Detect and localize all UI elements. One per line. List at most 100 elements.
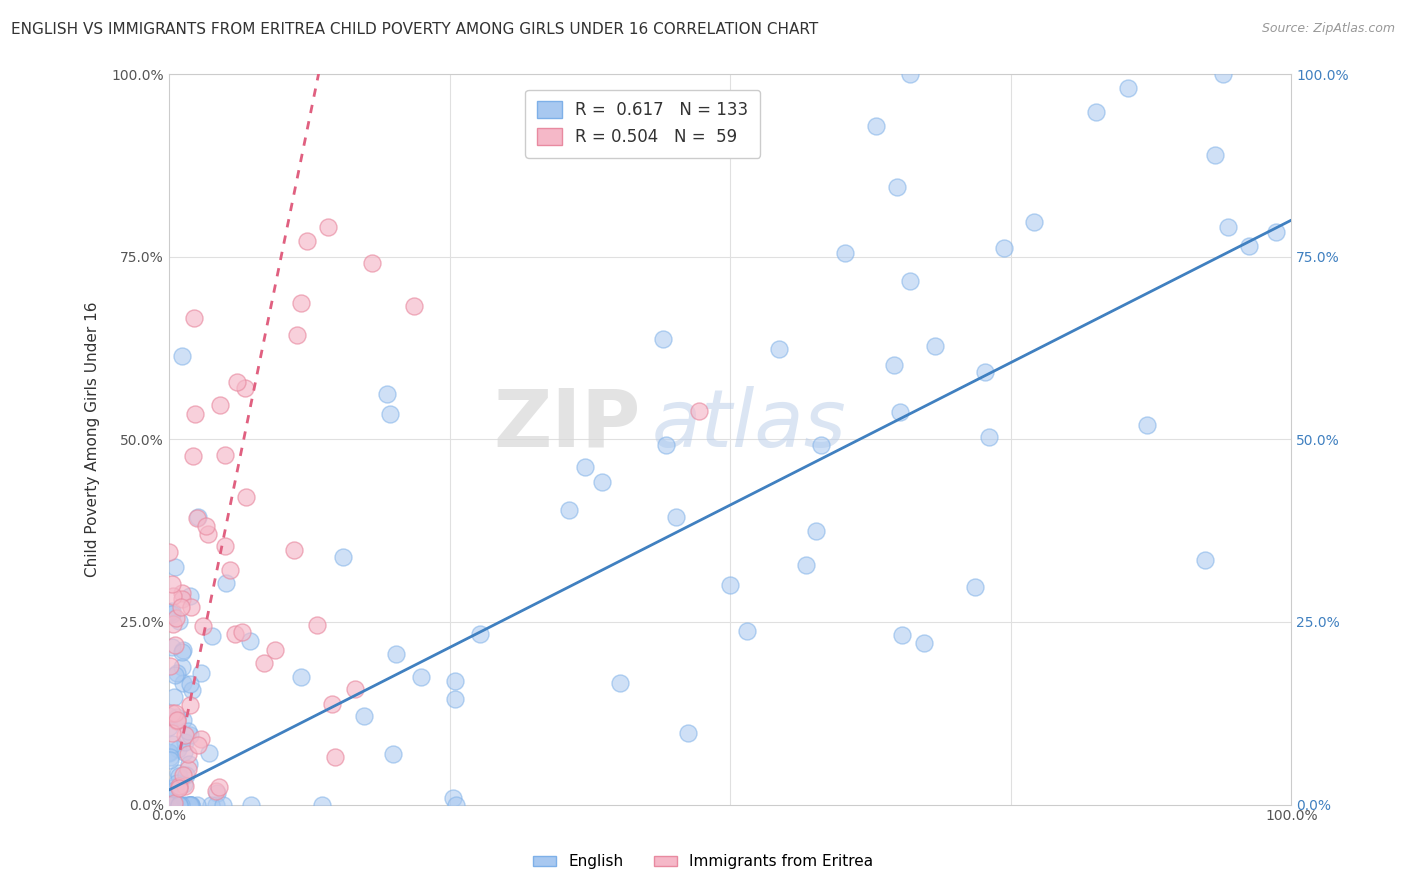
Point	[180, 600, 202, 615]
Point	[167, 797, 190, 812]
Point	[993, 241, 1015, 255]
Point	[912, 636, 935, 650]
Point	[165, 638, 187, 652]
Point	[444, 797, 467, 812]
Point	[1237, 239, 1260, 253]
Legend: English, Immigrants from Eritrea: English, Immigrants from Eritrea	[527, 848, 879, 875]
Point	[157, 745, 180, 759]
Point	[163, 783, 186, 797]
Point	[239, 634, 262, 648]
Point	[165, 780, 187, 794]
Point	[804, 524, 827, 538]
Point	[165, 611, 187, 625]
Point	[160, 797, 183, 812]
Point	[176, 747, 198, 761]
Point	[444, 692, 467, 706]
Point	[170, 797, 193, 812]
Point	[187, 739, 209, 753]
Point	[169, 797, 191, 812]
Point	[411, 670, 433, 684]
Point	[167, 742, 190, 756]
Point	[834, 246, 856, 260]
Point	[321, 698, 343, 712]
Point	[179, 797, 201, 812]
Point	[181, 449, 204, 463]
Point	[1116, 81, 1139, 95]
Point	[167, 779, 190, 793]
Point	[197, 527, 219, 541]
Point	[891, 627, 914, 641]
Point	[173, 779, 195, 793]
Point	[165, 560, 187, 574]
Point	[285, 328, 308, 343]
Point	[1204, 147, 1226, 161]
Point	[157, 746, 180, 760]
Point	[200, 629, 222, 643]
Point	[173, 797, 195, 812]
Point	[169, 797, 191, 812]
Point	[157, 606, 180, 620]
Point	[214, 539, 236, 553]
Point	[186, 797, 208, 812]
Point	[167, 797, 190, 812]
Point	[963, 580, 986, 594]
Point	[233, 381, 256, 395]
Point	[886, 180, 908, 194]
Point	[172, 713, 194, 727]
Point	[162, 616, 184, 631]
Point	[179, 728, 201, 742]
Point	[172, 585, 194, 599]
Text: Source: ZipAtlas.com: Source: ZipAtlas.com	[1261, 22, 1395, 36]
Point	[169, 797, 191, 812]
Point	[159, 658, 181, 673]
Point	[162, 706, 184, 721]
Point	[183, 311, 205, 326]
Point	[157, 784, 180, 798]
Point	[177, 762, 200, 776]
Point	[163, 797, 186, 812]
Point	[159, 749, 181, 764]
Point	[167, 766, 190, 780]
Point	[205, 786, 228, 800]
Point	[889, 405, 911, 419]
Point	[160, 797, 183, 812]
Point	[184, 407, 207, 421]
Legend: R =  0.617   N = 133, R = 0.504   N =  59: R = 0.617 N = 133, R = 0.504 N = 59	[526, 90, 761, 158]
Point	[157, 709, 180, 723]
Point	[200, 797, 222, 812]
Point	[1084, 104, 1107, 119]
Point	[311, 797, 333, 812]
Point	[162, 726, 184, 740]
Point	[173, 777, 195, 791]
Point	[162, 604, 184, 618]
Point	[295, 234, 318, 248]
Point	[159, 797, 181, 812]
Point	[186, 511, 208, 525]
Point	[865, 119, 887, 133]
Point	[165, 706, 187, 720]
Point	[180, 797, 202, 812]
Point	[1212, 67, 1234, 81]
Point	[157, 720, 180, 734]
Point	[574, 460, 596, 475]
Point	[162, 738, 184, 752]
Point	[160, 797, 183, 812]
Point	[163, 797, 186, 812]
Point	[591, 475, 613, 489]
Point	[173, 735, 195, 749]
Point	[204, 797, 226, 812]
Text: ZIP: ZIP	[494, 385, 640, 464]
Point	[167, 769, 190, 783]
Point	[160, 640, 183, 655]
Point	[1022, 215, 1045, 229]
Point	[558, 503, 581, 517]
Point	[1194, 553, 1216, 567]
Point	[441, 791, 464, 805]
Point	[344, 681, 367, 696]
Point	[167, 797, 190, 812]
Y-axis label: Child Poverty Among Girls Under 16: Child Poverty Among Girls Under 16	[86, 301, 100, 577]
Point	[974, 365, 997, 379]
Point	[179, 589, 201, 603]
Point	[198, 747, 221, 761]
Point	[212, 797, 235, 812]
